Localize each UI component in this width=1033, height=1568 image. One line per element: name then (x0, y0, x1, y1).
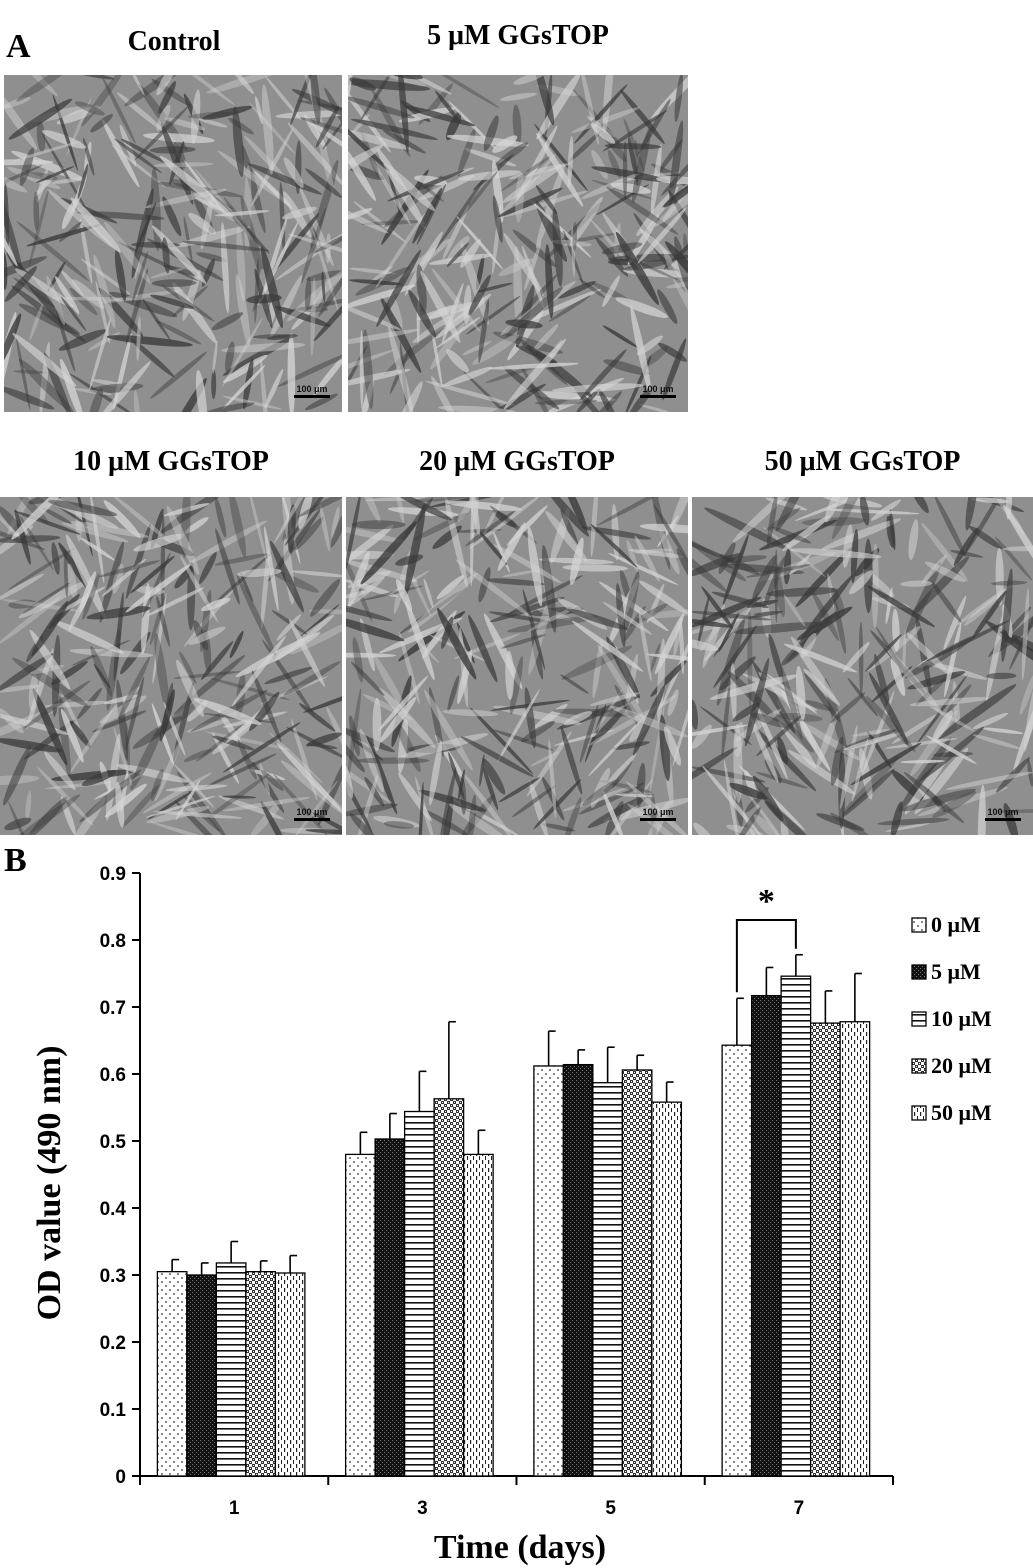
chart-legend: 0 μM 5 μM 10 μM 20 μM 50 μM (911, 912, 992, 1125)
bar (274, 1272, 306, 1477)
bar (462, 1153, 494, 1477)
image-title-20um: 20 μM GGsTOP (419, 446, 615, 477)
legend-swatch (911, 917, 927, 933)
scale-bar-label: 100 μm (987, 807, 1019, 817)
y-tick-label: 0.5 (100, 1132, 127, 1153)
y-tick-label: 0 (115, 1467, 126, 1488)
bar (374, 1138, 406, 1477)
bar (344, 1153, 376, 1477)
legend-swatch (911, 1058, 927, 1074)
legend-swatch (911, 964, 927, 980)
bar (156, 1270, 188, 1477)
micrograph-50um: 100 μm (692, 497, 1033, 835)
y-axis-title: OD value (490 nm) (31, 1046, 68, 1321)
image-title-10um: 10 μM GGsTOP (73, 446, 269, 477)
scale-bar: 100 μm (294, 807, 330, 821)
od-bar-chart: 0 0.1 0.2 0.3 0.4 0.5 0.6 0.7 0.8 0.9 1 3 5 7 * 0 μM 5… (31, 864, 992, 1566)
y-tick-label: 0.3 (100, 1266, 126, 1287)
bar (592, 1082, 624, 1477)
legend-label: 10 μM (931, 1006, 992, 1031)
scale-bar-label: 100 μm (642, 807, 674, 817)
bar (721, 1044, 753, 1477)
micrograph-20um: 100 μm (346, 497, 688, 835)
scale-bar: 100 μm (294, 384, 330, 398)
chart-bars (156, 953, 871, 1477)
y-tick-label: 0.2 (100, 1333, 126, 1354)
bar (186, 1274, 218, 1477)
micrograph-10um: 100 μm (0, 497, 342, 835)
significance-bracket (735, 919, 797, 993)
bar (533, 1065, 565, 1477)
bar (403, 1110, 435, 1477)
image-title-50um: 50 μM GGsTOP (764, 446, 961, 477)
significance-star: * (758, 883, 775, 920)
scale-bar-label: 100 μm (296, 807, 328, 817)
scale-bar: 100 μm (640, 384, 676, 398)
bar (621, 1069, 653, 1477)
y-tick-label: 0.8 (100, 931, 126, 952)
bar (562, 1063, 594, 1477)
bar (780, 975, 812, 1477)
legend-label: 0 μM (931, 912, 981, 937)
x-tick-label: 7 (794, 1498, 805, 1519)
bar (245, 1270, 277, 1477)
y-tick-label: 0.4 (100, 1199, 127, 1220)
x-axis-title: Time (days) (434, 1529, 606, 1566)
panel-a-letter: A (6, 28, 31, 65)
legend-label: 20 μM (931, 1053, 992, 1078)
chart-annotations: * (735, 883, 797, 993)
legend-label: 50 μM (931, 1100, 992, 1125)
bar (215, 1262, 247, 1477)
scale-bar: 100 μm (640, 807, 676, 821)
y-tick-label: 0.1 (100, 1400, 127, 1421)
bar (750, 994, 782, 1477)
micrograph-5um: 100 μm (348, 75, 688, 412)
x-tick-label: 5 (605, 1498, 616, 1519)
bar (839, 1021, 871, 1477)
scale-bar: 100 μm (985, 807, 1021, 821)
micrograph-control: 100 μm (4, 75, 342, 412)
x-tick-label: 1 (229, 1498, 240, 1519)
panel-b-letter: B (4, 842, 27, 879)
y-tick-label: 0.9 (100, 864, 126, 885)
bar (809, 1022, 841, 1477)
bar (433, 1098, 465, 1477)
bar (651, 1101, 683, 1477)
x-tick-label: 3 (417, 1498, 428, 1519)
image-title-control: Control (127, 26, 221, 57)
y-tick-label: 0.7 (100, 998, 126, 1019)
legend-swatch (911, 1011, 927, 1027)
scale-bar-label: 100 μm (642, 384, 674, 394)
legend-label: 5 μM (931, 959, 981, 984)
legend-swatch (911, 1105, 927, 1121)
scale-bar-label: 100 μm (296, 384, 328, 394)
image-title-5um: 5 μM GGsTOP (427, 20, 609, 51)
y-tick-label: 0.6 (100, 1065, 126, 1086)
